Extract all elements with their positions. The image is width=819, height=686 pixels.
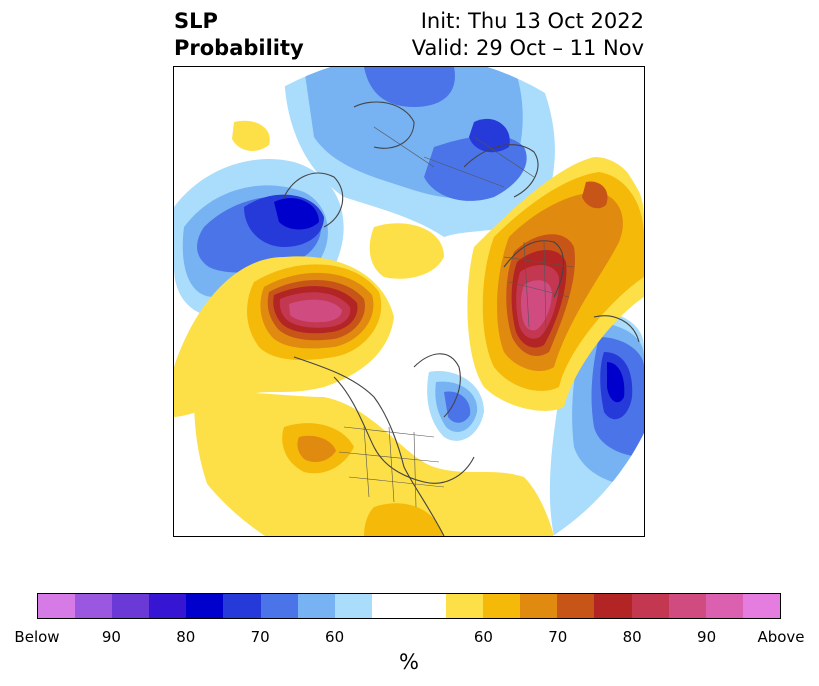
colorbar-swatch	[334, 594, 372, 618]
borders	[338, 126, 575, 508]
colorbar-swatch	[371, 594, 409, 618]
colorbar-tick-label: Above	[757, 628, 805, 646]
colorbar-tick-label: 70	[250, 628, 270, 646]
probability-map	[173, 66, 645, 537]
below-normal-hudson	[427, 371, 484, 441]
colorbar-tick-label: 70	[548, 628, 568, 646]
title-variable: SLP	[174, 9, 218, 33]
below-normal-arctic	[284, 67, 555, 237]
colorbar-unit: %	[399, 650, 419, 674]
colorbar-swatch	[260, 594, 298, 618]
colorbar-swatch	[594, 594, 632, 618]
colorbar-swatch	[408, 594, 447, 618]
colorbar-swatch	[520, 594, 558, 618]
colorbar-swatch	[446, 594, 484, 618]
colorbar-swatch	[38, 594, 76, 618]
title-product: Probability	[174, 36, 304, 60]
colorbar-swatch	[297, 594, 335, 618]
colorbar-swatch	[186, 594, 224, 618]
colorbar-swatch	[668, 594, 706, 618]
title-left: SLP Probability	[174, 8, 304, 62]
colorbar-tick-label: 90	[697, 628, 717, 646]
map-svg	[174, 67, 644, 536]
colorbar-tick-label: 80	[176, 628, 196, 646]
colorbar-swatch	[149, 594, 187, 618]
colorbar-tick-label: 90	[101, 628, 121, 646]
title-right: Init: Thu 13 Oct 2022 Valid: 29 Oct – 11…	[412, 8, 644, 62]
colorbar-swatch	[631, 594, 669, 618]
colorbar-tick-label: 60	[473, 628, 493, 646]
colorbar	[37, 593, 781, 619]
colorbar-tick-label: 80	[622, 628, 642, 646]
above-normal-north-america	[194, 120, 554, 536]
colorbar-swatch	[557, 594, 595, 618]
above-normal-pacific	[174, 256, 394, 417]
colorbar-swatch	[75, 594, 113, 618]
colorbar-tick-label: 60	[325, 628, 345, 646]
coastlines	[283, 101, 640, 536]
colorbar-swatch	[112, 594, 150, 618]
colorbar-swatch	[483, 594, 521, 618]
colorbar-swatch	[705, 594, 743, 618]
colorbar-swatch	[742, 594, 780, 618]
init-date: Init: Thu 13 Oct 2022	[420, 9, 644, 33]
colorbar-tick-label: Below	[14, 628, 60, 646]
colorbar-swatch	[223, 594, 261, 618]
valid-range: Valid: 29 Oct – 11 Nov	[411, 36, 644, 60]
